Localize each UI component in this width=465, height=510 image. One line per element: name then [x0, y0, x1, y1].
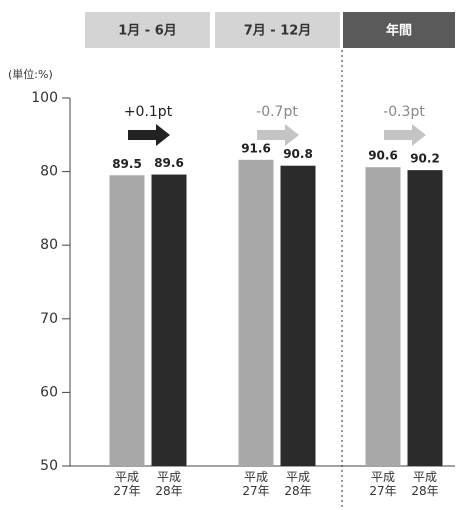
- annotation: +0.1pt: [124, 104, 173, 120]
- value-label: 90.2: [410, 152, 440, 166]
- annotation-arrow: [128, 124, 170, 146]
- annotation-arrow: [384, 124, 426, 146]
- group-header: [85, 12, 210, 48]
- value-label: 89.5: [112, 157, 142, 171]
- annotation: -0.7pt: [256, 104, 298, 120]
- bar: [280, 165, 316, 466]
- value-label: 89.6: [154, 156, 184, 170]
- y-tick-label: 80: [40, 237, 58, 253]
- x-tick-label: 平成28年: [155, 470, 183, 498]
- y-tick-label: 80: [40, 164, 58, 180]
- y-tick-label: 70: [40, 311, 58, 327]
- group-header: [215, 12, 340, 48]
- bar: [151, 174, 187, 466]
- x-tick-label: 平成28年: [284, 470, 312, 498]
- unit-label: (単位:%): [8, 67, 53, 81]
- bar: [109, 175, 145, 466]
- x-tick-label: 平成27年: [369, 470, 397, 498]
- bar: [407, 170, 443, 467]
- value-label: 90.8: [283, 147, 313, 161]
- group-header-label: 1月 - 6月: [118, 24, 177, 39]
- y-tick-label: 60: [40, 384, 58, 400]
- x-tick-label: 平成27年: [242, 470, 270, 498]
- y-tick-label: 50: [40, 458, 58, 474]
- group-header: [343, 12, 455, 48]
- y-tick-label: 100: [31, 90, 58, 106]
- annotation-arrow: [257, 124, 299, 146]
- group-header-label: 7月 - 12月: [244, 24, 312, 39]
- value-label: 90.6: [368, 149, 398, 163]
- bar: [238, 159, 274, 466]
- x-tick-label: 平成28年: [411, 470, 439, 498]
- annotation: -0.3pt: [383, 104, 425, 120]
- x-tick-label: 平成27年: [113, 470, 141, 498]
- value-label: 91.6: [241, 141, 271, 155]
- group-header-label: 年間: [386, 23, 412, 39]
- bar: [365, 167, 401, 466]
